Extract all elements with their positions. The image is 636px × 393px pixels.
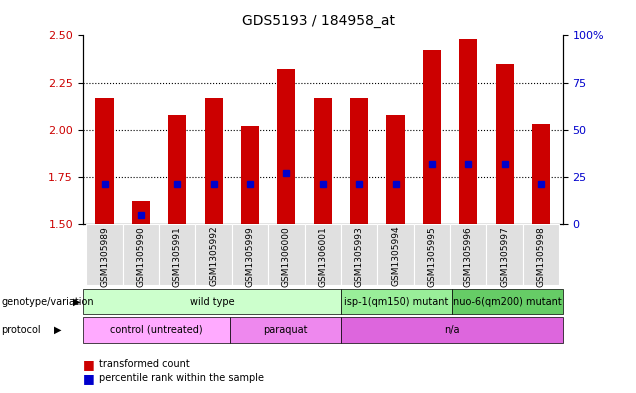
Text: GSM1306001: GSM1306001 bbox=[318, 226, 328, 286]
Text: GSM1305997: GSM1305997 bbox=[500, 226, 509, 286]
Text: GSM1305993: GSM1305993 bbox=[355, 226, 364, 286]
Bar bbox=[305, 224, 341, 285]
Text: GSM1305989: GSM1305989 bbox=[100, 226, 109, 286]
Text: GSM1305999: GSM1305999 bbox=[245, 226, 254, 286]
Text: GDS5193 / 184958_at: GDS5193 / 184958_at bbox=[242, 14, 394, 28]
Bar bbox=[314, 97, 332, 224]
Text: GSM1305992: GSM1305992 bbox=[209, 226, 218, 286]
Text: GSM1305994: GSM1305994 bbox=[391, 226, 400, 286]
Text: ▶: ▶ bbox=[54, 325, 62, 335]
Bar bbox=[350, 97, 368, 224]
Bar bbox=[459, 39, 478, 224]
Text: ▶: ▶ bbox=[73, 297, 81, 307]
Text: percentile rank within the sample: percentile rank within the sample bbox=[99, 373, 263, 383]
Text: GSM1305995: GSM1305995 bbox=[427, 226, 436, 286]
Bar bbox=[205, 97, 223, 224]
Text: ■: ■ bbox=[83, 371, 94, 385]
Bar bbox=[232, 224, 268, 285]
Bar bbox=[532, 124, 550, 224]
Bar bbox=[450, 224, 487, 285]
Text: isp-1(qm150) mutant: isp-1(qm150) mutant bbox=[345, 297, 449, 307]
Text: ■: ■ bbox=[83, 358, 94, 371]
Text: wild type: wild type bbox=[190, 297, 234, 307]
Text: transformed count: transformed count bbox=[99, 359, 190, 369]
Text: paraquat: paraquat bbox=[263, 325, 308, 335]
Bar bbox=[413, 224, 450, 285]
Bar bbox=[523, 224, 559, 285]
Bar bbox=[123, 224, 159, 285]
Bar bbox=[268, 224, 305, 285]
Bar bbox=[95, 97, 114, 224]
Text: GSM1305990: GSM1305990 bbox=[136, 226, 146, 286]
Bar bbox=[241, 126, 259, 224]
Text: GSM1305998: GSM1305998 bbox=[537, 226, 546, 286]
Bar bbox=[132, 201, 150, 224]
Bar bbox=[423, 50, 441, 224]
Bar bbox=[377, 224, 413, 285]
Bar bbox=[168, 115, 186, 224]
Bar bbox=[277, 69, 296, 224]
Bar bbox=[195, 224, 232, 285]
Bar bbox=[159, 224, 195, 285]
Text: GSM1305996: GSM1305996 bbox=[464, 226, 473, 286]
Bar bbox=[495, 64, 514, 224]
Bar bbox=[387, 115, 404, 224]
Bar bbox=[487, 224, 523, 285]
Text: protocol: protocol bbox=[1, 325, 41, 335]
Text: genotype/variation: genotype/variation bbox=[1, 297, 94, 307]
Bar bbox=[86, 224, 123, 285]
Bar bbox=[341, 224, 377, 285]
Text: GSM1305991: GSM1305991 bbox=[173, 226, 182, 286]
Text: control (untreated): control (untreated) bbox=[110, 325, 203, 335]
Text: nuo-6(qm200) mutant: nuo-6(qm200) mutant bbox=[453, 297, 562, 307]
Text: GSM1306000: GSM1306000 bbox=[282, 226, 291, 286]
Text: n/a: n/a bbox=[445, 325, 460, 335]
